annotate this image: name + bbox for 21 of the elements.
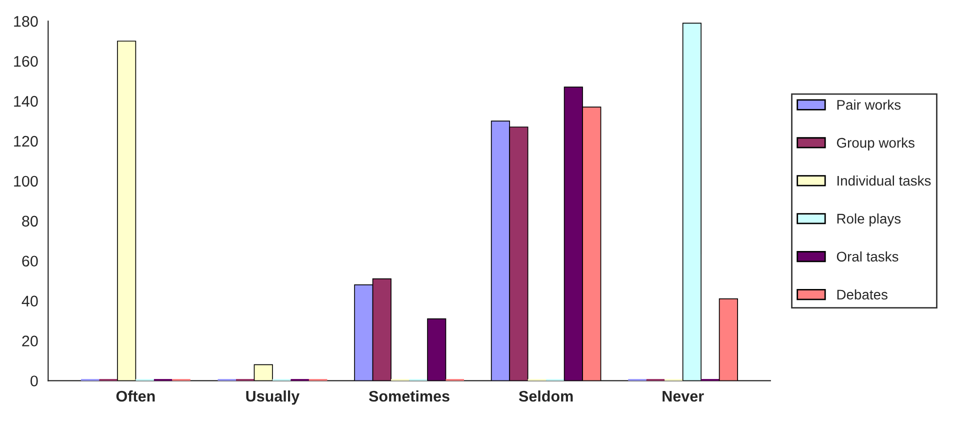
legend-label: Oral tasks: [836, 251, 898, 262]
x-tick-label: Never: [662, 390, 704, 402]
legend-label: Role plays: [837, 213, 901, 226]
y-tick-label: 0: [30, 376, 38, 386]
y-tick-label: 120: [14, 136, 38, 147]
y-tick-label: 140: [14, 96, 38, 107]
y-tick-label: 160: [14, 56, 38, 67]
legend-label: Debates: [837, 289, 888, 300]
x-tick-label: Seldom: [518, 390, 573, 402]
legend-label: Pair works: [837, 100, 901, 110]
x-tick-label: Often: [116, 390, 155, 402]
y-tick-label: 80: [22, 216, 38, 227]
y-tick-label: 20: [22, 336, 38, 346]
y-tick-label: 100: [14, 176, 38, 187]
y-tick-label: 60: [22, 256, 38, 267]
legend-label: Group works: [836, 138, 914, 150]
x-tick-label: Sometimes: [368, 390, 450, 402]
y-tick-label: 180: [14, 16, 38, 27]
legend-label: Individual tasks: [838, 175, 931, 186]
y-tick-label: 40: [22, 296, 38, 306]
x-tick-label: Usually: [246, 390, 300, 405]
